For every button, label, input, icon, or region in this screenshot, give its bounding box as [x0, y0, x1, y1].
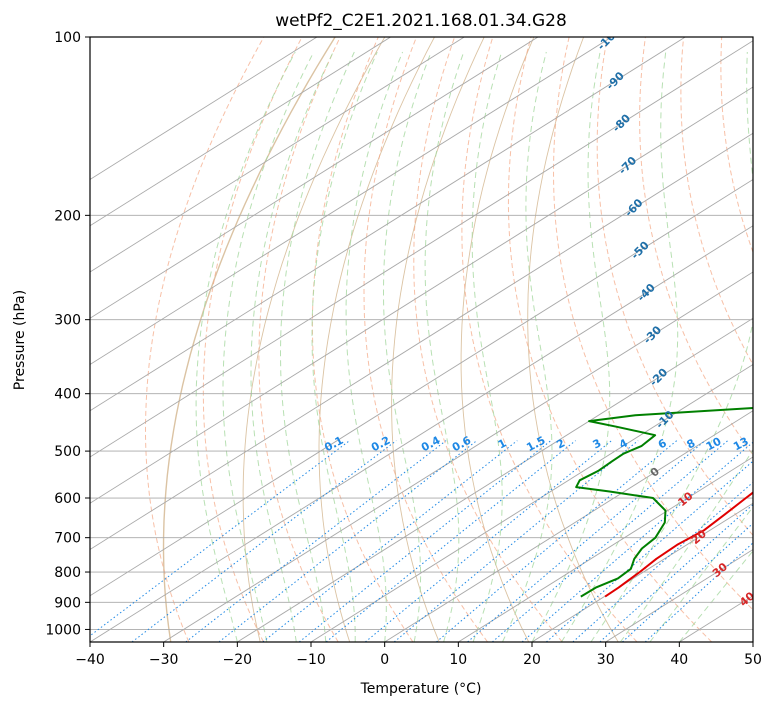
y-axis-label: Pressure (hPa) [12, 290, 28, 390]
mixing-ratio-line [572, 481, 753, 642]
dry-adiabat-line [363, 37, 489, 642]
x-tick-label: 0 [380, 652, 389, 668]
y-tick-label: 100 [54, 30, 81, 46]
mixing-ratio-line [467, 440, 706, 642]
mixing-ratio-line [325, 440, 576, 642]
axes: −40 −30 −20 −10 0 10 20 30 40 50 100 200 300 400 500 60… [45, 30, 762, 668]
moist-adiabat-line [195, 51, 296, 642]
plot-frame [89, 36, 754, 643]
isotherm-line [237, 317, 753, 642]
dry-adiabat-line [639, 37, 753, 456]
sounding-profiles [575, 407, 753, 598]
x-tick-label: 50 [744, 652, 762, 668]
moist-adiabat-line [502, 51, 553, 642]
moist-adiabat-line [678, 550, 753, 642]
y-tick-label: 700 [54, 531, 81, 547]
isotherm-line [90, 37, 465, 273]
tan-curve [527, 37, 619, 642]
isotherm-line [90, 37, 686, 412]
moist-adiabat-line [531, 51, 611, 642]
moist-adiabat-line [561, 51, 679, 642]
isotherm-line [90, 86, 753, 504]
dry-adiabat-line [680, 37, 753, 366]
mixing-ratio-line [622, 522, 753, 642]
dewpoint-profile [575, 407, 753, 598]
moist-adiabat-line [619, 448, 753, 642]
tan-curve [162, 37, 336, 642]
mixing-ratio-line [545, 460, 753, 642]
mixing-ratio-line [521, 441, 753, 642]
tan-curve [318, 37, 435, 642]
moist-adiabat-line [280, 51, 355, 642]
moist-adiabat-line [345, 51, 404, 642]
dry-adiabat-line [596, 37, 753, 537]
y-tick-label: 1000 [45, 622, 81, 638]
isotherm-line [90, 40, 753, 458]
chart-title: wetPf2_C2E1.2021.168.01.34.G28 [275, 11, 567, 31]
x-tick-label: −10 [296, 652, 326, 668]
moist-adiabat-line [649, 506, 753, 642]
isotherm-line [384, 410, 753, 642]
mixing-ratio-line [644, 542, 753, 642]
isotherm-line [90, 37, 318, 181]
tan-curve [391, 37, 485, 642]
y-tick-label: 400 [54, 387, 81, 403]
x-tick-label: −40 [75, 652, 105, 668]
isotherm-line [90, 225, 753, 642]
x-tick-label: 20 [523, 652, 541, 668]
y-tick-label: 900 [54, 595, 81, 611]
moist-adiabat-line [590, 51, 753, 642]
mixing-ratio-line [262, 440, 518, 642]
y-tick-label: 500 [54, 444, 81, 460]
temperature-profile [604, 491, 753, 598]
isotherm-line [163, 271, 753, 642]
dry-adiabat-line [413, 37, 563, 642]
tan-curve [460, 37, 535, 642]
tan-curve [242, 37, 386, 642]
dry-adiabat-line [258, 37, 341, 642]
x-tick-label: −30 [149, 652, 179, 668]
mixing-ratio-line [436, 440, 678, 642]
isotherm-line [90, 178, 753, 597]
mixing-ratio-line [131, 440, 397, 642]
moist-adiabat-line [383, 51, 432, 642]
y-tick-label: 600 [54, 491, 81, 507]
moist-adiabat-line [311, 51, 378, 642]
moist-adiabat-line [250, 51, 334, 642]
x-axis-label: Temperature (°C) [360, 681, 482, 697]
y-tick-label: 800 [54, 565, 81, 581]
dry-adiabat-line [461, 37, 638, 642]
isotherm-line [458, 456, 753, 642]
dry-adiabat-line [311, 37, 414, 642]
x-tick-label: 10 [449, 652, 467, 668]
mixing-ratio-line [364, 440, 612, 642]
dry-adiabat-line [507, 37, 713, 642]
dry-adiabat-line [552, 37, 753, 611]
x-tick-label: −20 [223, 652, 253, 668]
isotherm-line [531, 502, 753, 642]
mixing-ratio-label: 10 [704, 435, 724, 454]
mixing-ratio-line [185, 440, 447, 642]
moist-adiabat-line [471, 51, 503, 642]
isotherm-line [90, 37, 612, 366]
mixing-ratio-line [491, 440, 729, 642]
isotherm-line [90, 37, 391, 227]
moist-adiabat-line [424, 51, 465, 642]
background-lines [90, 37, 753, 642]
mixing-ratio-line [90, 440, 350, 637]
moist-adiabat-line [222, 51, 315, 642]
dry-adiabat-line [202, 37, 303, 642]
isotherm-line [90, 132, 753, 551]
dry-adiabat-line [145, 37, 265, 642]
x-tick-label: 30 [597, 652, 615, 668]
isotherm-line [310, 363, 753, 642]
y-tick-label: 300 [54, 313, 81, 329]
x-tick-label: 40 [670, 652, 688, 668]
mixing-ratio-label: 13 [731, 435, 751, 454]
y-tick-label: 200 [54, 208, 81, 224]
mixing-ratio-line [599, 503, 753, 642]
isotherm-line [90, 37, 539, 319]
